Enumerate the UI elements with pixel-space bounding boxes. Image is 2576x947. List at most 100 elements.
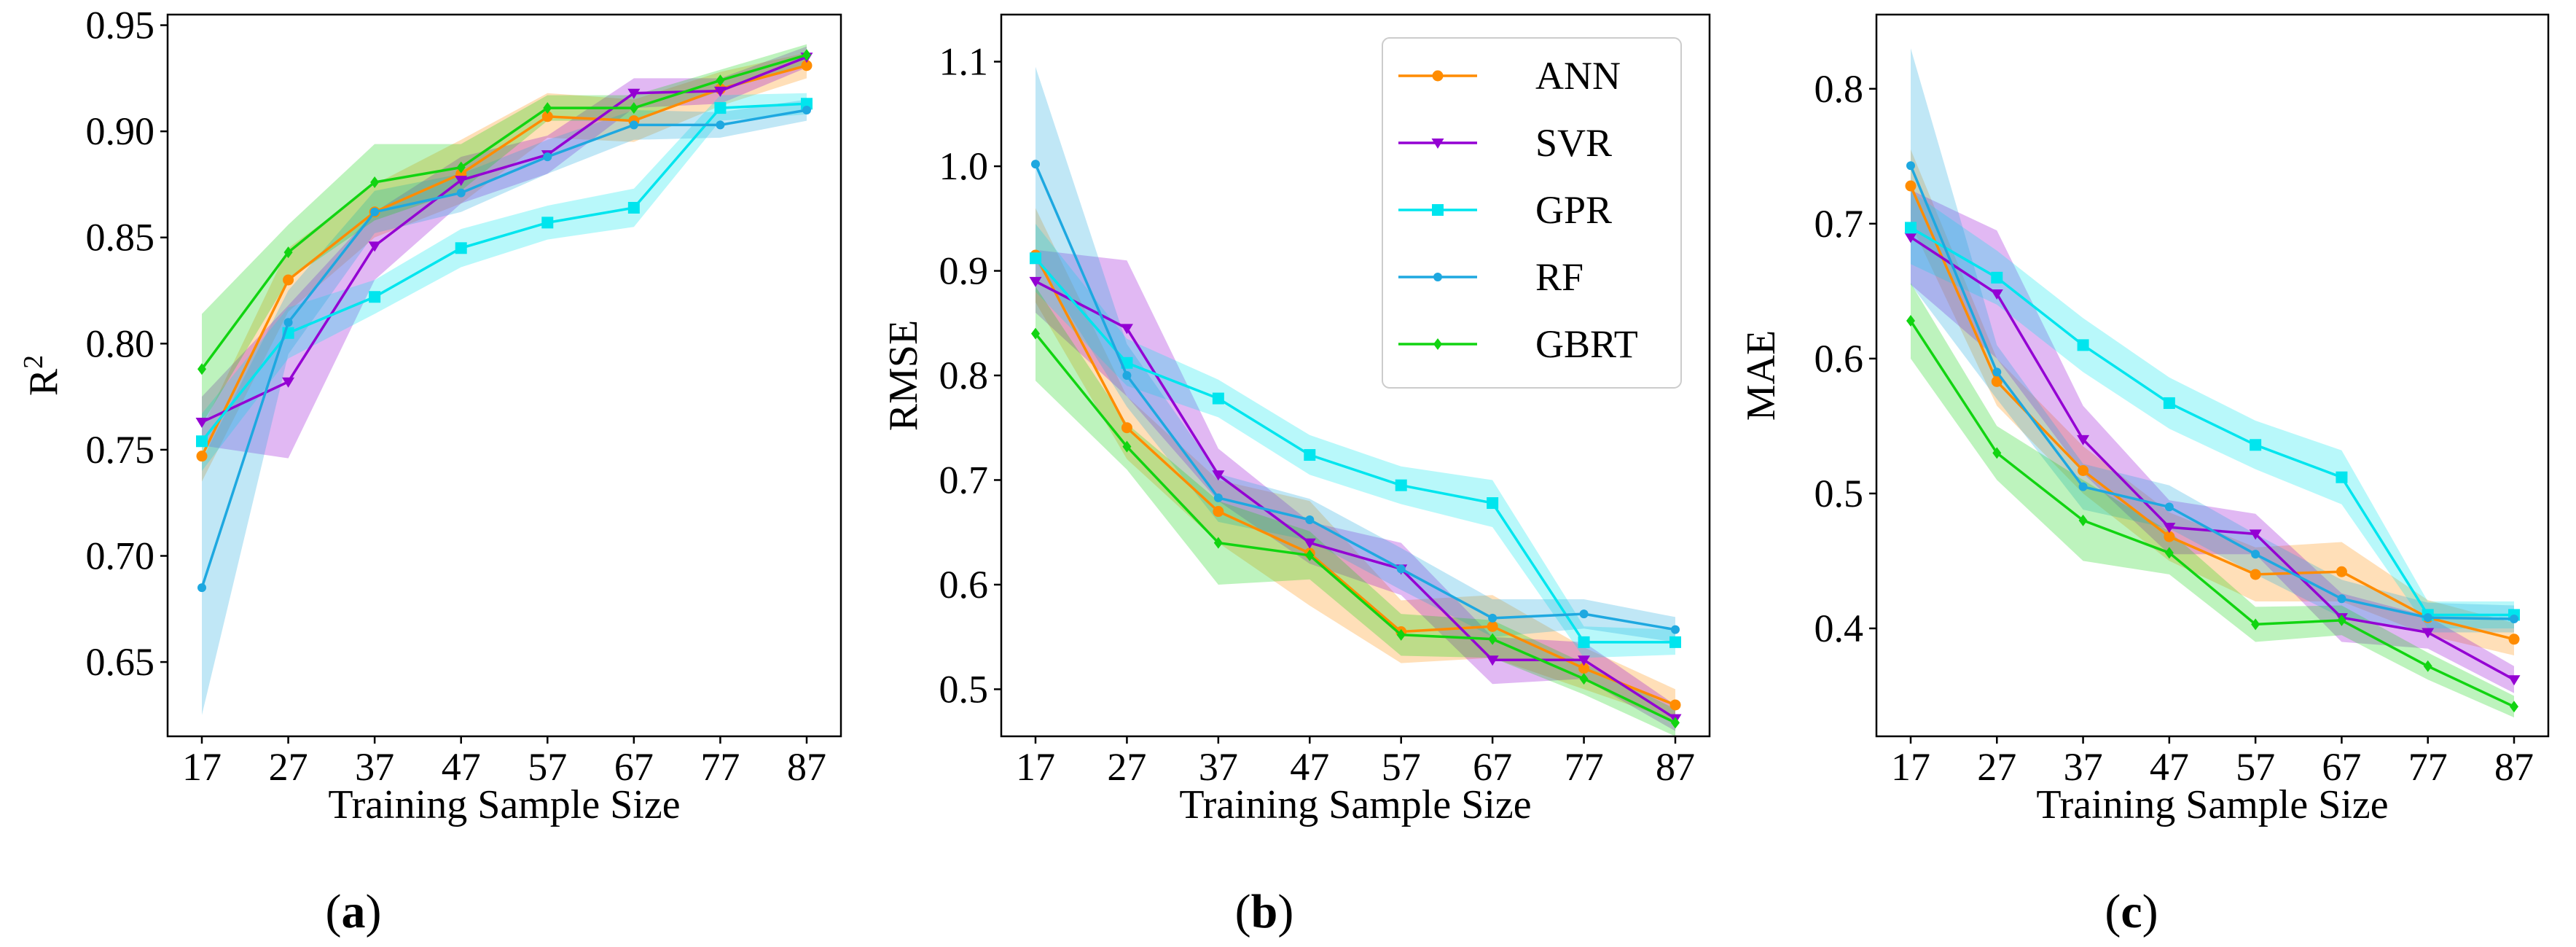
point-svr (2422, 628, 2435, 639)
band-gpr (202, 93, 807, 471)
band-gbrt (1911, 283, 2514, 718)
point-svr (713, 86, 727, 97)
y-tick-label: 0.80 (86, 321, 155, 365)
point-gbrt (2510, 701, 2518, 713)
point-rf (2078, 482, 2088, 491)
x-tick-label: 37 (1199, 745, 1238, 789)
point-rf (2423, 613, 2432, 623)
point-gpr (2250, 439, 2262, 451)
band-ann (1036, 208, 1675, 721)
point-svr (195, 418, 208, 429)
point-rf (2337, 594, 2346, 604)
point-gbrt (1579, 673, 1589, 685)
band-svr (202, 46, 807, 459)
plot-frame (166, 13, 842, 738)
point-ann (1905, 180, 1917, 192)
point-svr (627, 88, 641, 99)
point-gbrt (2251, 618, 2260, 631)
x-tick-label: 27 (269, 745, 308, 789)
band-svr (1911, 190, 2514, 693)
y-tick-label: 0.95 (86, 4, 155, 47)
point-gbrt (456, 161, 466, 174)
legend-swatch-marker (1433, 338, 1442, 350)
point-svr (282, 377, 295, 388)
y-tick-label: 0.85 (86, 216, 155, 260)
series-line-gbrt (1909, 320, 2515, 708)
point-ann (1121, 422, 1132, 434)
point-ann (1578, 663, 1590, 674)
legend-swatch-marker (1432, 204, 1444, 216)
x-tick-label: 57 (1382, 745, 1421, 789)
point-gbrt (1671, 717, 1680, 729)
point-svr (1578, 655, 1591, 666)
point-ann (1487, 620, 1498, 632)
point-gpr (1395, 479, 1407, 491)
x-tick-label: 67 (1473, 745, 1512, 789)
point-gpr (1030, 252, 1041, 265)
point-gbrt (1305, 549, 1315, 561)
x-tick-label: 57 (528, 745, 567, 789)
point-rf (1671, 625, 1680, 634)
y-tick-label: 0.75 (86, 428, 155, 472)
caption-letter: b (1251, 885, 1278, 938)
point-ann (541, 111, 553, 122)
legend-item-svr: SVR (1398, 121, 1612, 165)
point-svr (1029, 276, 1042, 287)
point-rf (2164, 502, 2174, 512)
point-gbrt (1031, 327, 1040, 340)
series-line-rf (1034, 163, 1676, 631)
series-line-svr (201, 55, 807, 424)
point-gbrt (1122, 440, 1132, 453)
legend-swatch-marker (1433, 273, 1442, 281)
point-svr (455, 176, 468, 187)
caption-letter: a (342, 885, 366, 938)
x-tick-label: 27 (1107, 745, 1146, 789)
point-ann (1213, 506, 1224, 518)
x-tick-label: 77 (1565, 745, 1604, 789)
point-gbrt (2337, 614, 2346, 626)
caption-open-paren: ( (1235, 885, 1251, 938)
plot-frame (1875, 13, 2550, 738)
x-tick-label: 57 (2236, 745, 2275, 789)
point-svr (1990, 289, 2003, 300)
caption-close-paren: ) (1277, 885, 1293, 938)
point-svr (2077, 434, 2090, 445)
legend-item-ann: ANN (1398, 54, 1621, 98)
point-gpr (627, 201, 640, 214)
legend: ANN SVR GPR RF GBRT (1382, 37, 1682, 389)
caption-open-paren: ( (2105, 885, 2121, 938)
y-tick-label: 0.70 (86, 534, 155, 578)
series-line-gpr (1910, 226, 2514, 617)
point-rf (456, 188, 466, 198)
point-gpr (801, 98, 813, 110)
point-gpr (196, 435, 208, 448)
chart-panel-c: 17 27 37 47 57 67 77 87 0.4 0.5 0.6 0.7 0.8 Training … (1739, 13, 2550, 938)
x-tick-label: 17 (1016, 745, 1055, 789)
y-axis-label: RMSE (881, 320, 926, 432)
y-tick-label: 0.8 (939, 354, 989, 397)
point-svr (1486, 655, 1499, 666)
point-rf (197, 583, 206, 593)
x-tick-label: 17 (1891, 745, 1930, 789)
series-line-gbrt (1034, 332, 1676, 724)
x-tick-label: 17 (182, 745, 222, 789)
point-rf (1906, 161, 1915, 171)
point-ann (2250, 569, 2261, 580)
band-svr (1036, 249, 1675, 731)
legend-label: ANN (1535, 54, 1621, 98)
y-tick-label: 0.5 (1814, 472, 1864, 515)
y-tick-label: 0.4 (1814, 607, 1864, 650)
point-gpr (2077, 339, 2089, 351)
point-ann (2508, 634, 2520, 645)
point-svr (1120, 324, 1133, 335)
panel-caption: (b) (1235, 885, 1294, 938)
point-ann (1991, 375, 2003, 387)
point-ann (2164, 531, 2175, 542)
point-gbrt (1396, 628, 1406, 641)
y-axis-label-text: RMSE (881, 320, 926, 432)
x-tick-label: 77 (2408, 745, 2448, 789)
band-gpr (1036, 224, 1675, 658)
legend-label: SVR (1535, 121, 1612, 165)
series-line-ann (200, 64, 807, 457)
point-ann (283, 274, 294, 286)
